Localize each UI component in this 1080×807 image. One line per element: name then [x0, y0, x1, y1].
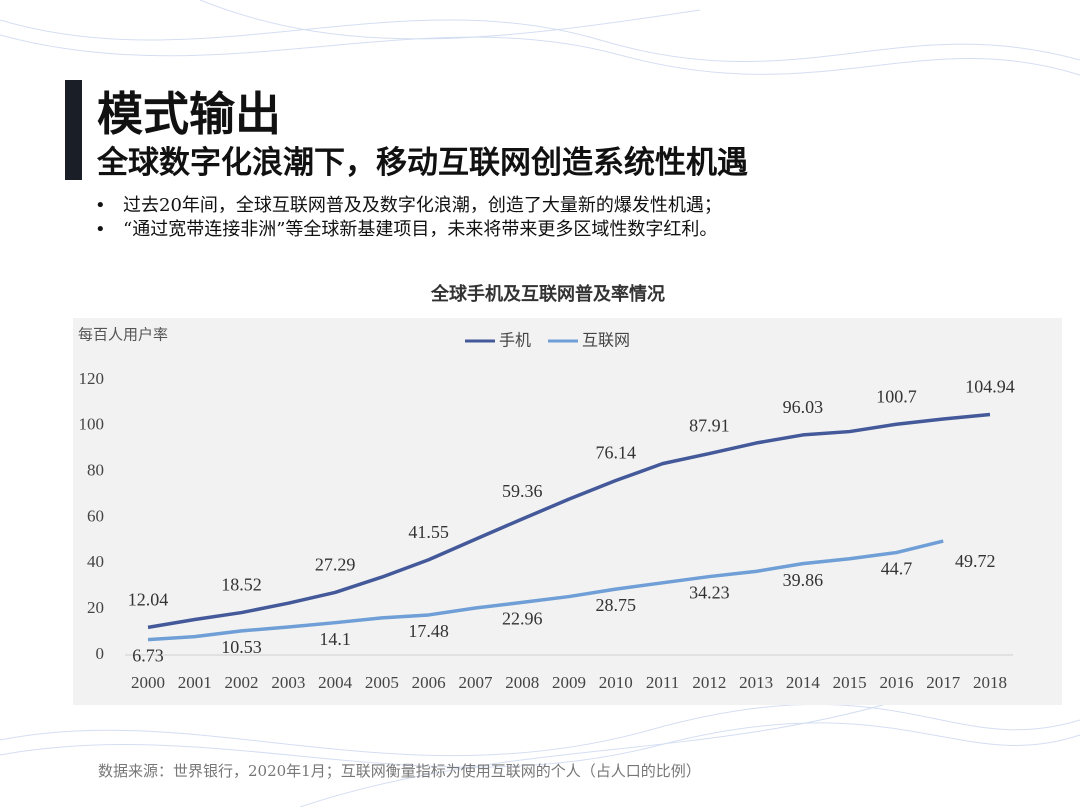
data-label: 28.75 [596, 595, 637, 615]
x-tick-label: 2011 [646, 673, 679, 692]
x-tick-label: 2006 [412, 673, 446, 692]
data-label: 96.03 [783, 397, 824, 417]
x-tick-label: 2010 [599, 673, 633, 692]
data-label: 87.91 [689, 416, 730, 436]
data-label: 34.23 [689, 583, 730, 603]
data-label: 104.94 [965, 377, 1015, 397]
x-tick-label: 2009 [552, 673, 586, 692]
data-label: 44.7 [881, 559, 913, 579]
x-tick-label: 2014 [786, 673, 821, 692]
data-label: 14.1 [319, 629, 351, 649]
data-label: 17.48 [408, 621, 449, 641]
x-tick-label: 2000 [131, 673, 165, 692]
data-label: 59.36 [502, 481, 543, 501]
legend-label: 互联网 [582, 331, 630, 350]
y-tick-label: 40 [87, 552, 104, 571]
data-label: 10.53 [221, 637, 262, 657]
footnote: 数据来源：世界银行，2020年1月；互联网衡量指标为使用互联网的个人（占人口的比… [98, 762, 701, 780]
y-tick-label: 20 [87, 598, 104, 617]
x-tick-label: 2016 [879, 673, 913, 692]
y-tick-label: 100 [79, 415, 105, 434]
x-tick-label: 2017 [926, 673, 961, 692]
x-tick-label: 2015 [833, 673, 867, 692]
x-tick-label: 2002 [225, 673, 259, 692]
data-label: 100.7 [876, 386, 917, 406]
y-tick-label: 120 [79, 369, 105, 388]
y-axis-label: 每百人用户率 [78, 326, 168, 344]
series-line [147, 539, 944, 642]
header-bar [65, 80, 82, 180]
legend-label: 手机 [499, 331, 531, 350]
plot-panel [73, 318, 1062, 705]
y-tick-label: 0 [96, 644, 105, 663]
x-tick-label: 2018 [973, 673, 1007, 692]
data-label: 49.72 [955, 551, 996, 571]
data-label: 39.86 [783, 570, 824, 590]
data-label: 27.29 [315, 555, 356, 575]
bullet: 过去20年间，全球互联网普及及数字化浪潮，创造了大量新的爆发性机遇； [95, 194, 722, 218]
x-tick-label: 2013 [739, 673, 773, 692]
bullet: “通过宽带连接非洲”等全球新基建项目，未来将带来更多区域性数字红利。 [95, 218, 722, 242]
data-label: 22.96 [502, 609, 543, 629]
data-label: 41.55 [408, 522, 449, 542]
y-tick-label: 60 [87, 506, 104, 525]
x-tick-label: 2003 [271, 673, 305, 692]
x-tick-label: 2004 [318, 673, 353, 692]
data-label: 18.52 [221, 575, 262, 595]
data-label: 76.14 [596, 443, 637, 463]
data-label: 12.04 [128, 590, 169, 610]
x-tick-label: 2007 [458, 673, 493, 692]
chart-title: 全球手机及互联网普及率情况 [430, 283, 665, 305]
bullet-list: 过去20年间，全球互联网普及及数字化浪潮，创造了大量新的爆发性机遇； “通过宽带… [95, 194, 722, 242]
title: 模式输出 [97, 87, 281, 141]
x-tick-label: 2012 [692, 673, 726, 692]
x-tick-label: 2008 [505, 673, 539, 692]
x-tick-label: 2005 [365, 673, 399, 692]
x-tick-label: 2001 [178, 673, 212, 692]
y-tick-label: 80 [87, 461, 104, 480]
series-line [147, 412, 991, 630]
subtitle: 全球数字化浪潮下，移动互联网创造系统性机遇 [97, 145, 748, 181]
data-label: 6.73 [132, 646, 164, 666]
